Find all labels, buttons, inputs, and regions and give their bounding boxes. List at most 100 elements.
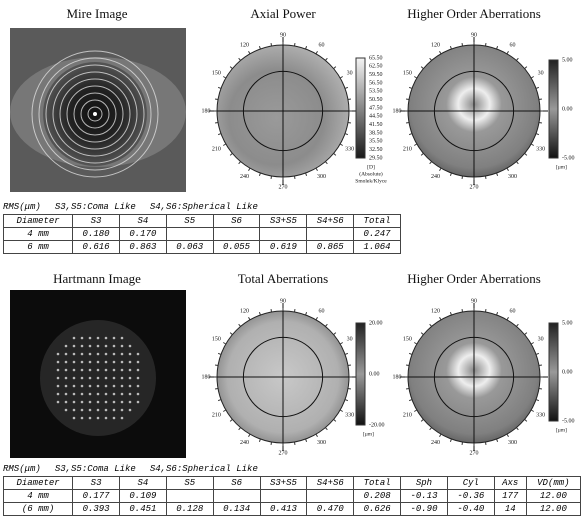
angle-tick bbox=[485, 43, 486, 46]
cell: 0.109 bbox=[120, 490, 167, 503]
angle-label: 150 bbox=[212, 70, 221, 76]
column-header: Diameter bbox=[4, 477, 73, 490]
angle-tick bbox=[259, 312, 260, 315]
angle-tick bbox=[345, 134, 348, 135]
cell: 0.134 bbox=[213, 503, 260, 516]
cell: 0.063 bbox=[166, 241, 213, 254]
cell: 0.619 bbox=[260, 241, 307, 254]
column-header: S4 bbox=[120, 477, 167, 490]
angle-tick bbox=[249, 51, 251, 54]
angle-label: 270 bbox=[470, 184, 479, 190]
spot bbox=[57, 393, 60, 396]
angle-tick bbox=[306, 439, 307, 442]
angle-label: 60 bbox=[319, 309, 325, 315]
angle-tick bbox=[218, 400, 221, 401]
cell bbox=[213, 228, 260, 241]
cell bbox=[260, 490, 307, 503]
cell: -0.40 bbox=[447, 503, 494, 516]
spot bbox=[81, 409, 84, 412]
spot bbox=[57, 377, 60, 380]
angle-label: 300 bbox=[317, 174, 326, 180]
scale-label: 0.00 bbox=[369, 371, 380, 377]
cell: 0.208 bbox=[354, 490, 401, 503]
angle-tick bbox=[539, 388, 542, 389]
spot bbox=[89, 353, 92, 356]
angle-label: 300 bbox=[317, 440, 326, 446]
angle-tick bbox=[271, 176, 272, 179]
spot bbox=[65, 385, 68, 388]
angle-tick bbox=[485, 442, 486, 445]
caption-part: S3,S5:Coma Like bbox=[55, 202, 136, 212]
angle-label: 120 bbox=[431, 43, 440, 49]
angle-tick bbox=[271, 442, 272, 445]
cell: 1.064 bbox=[354, 241, 401, 254]
angle-tick bbox=[218, 87, 221, 88]
angle-tick bbox=[525, 419, 527, 421]
panel-title: Axial Power bbox=[250, 6, 316, 21]
scale-label: 5.00 bbox=[562, 320, 573, 326]
angle-tick bbox=[497, 439, 498, 442]
angle-tick bbox=[334, 419, 336, 421]
spot bbox=[89, 409, 92, 412]
angle-tick bbox=[230, 153, 232, 155]
angle-tick bbox=[325, 428, 327, 430]
cell bbox=[307, 490, 354, 503]
spot bbox=[121, 345, 124, 348]
spot bbox=[73, 337, 76, 340]
scale-unit: [μm] bbox=[556, 164, 567, 170]
angle-tick bbox=[249, 434, 251, 437]
cell: 0.177 bbox=[73, 490, 120, 503]
spot bbox=[89, 417, 92, 420]
angle-label: 330 bbox=[345, 412, 354, 418]
spot bbox=[97, 377, 100, 380]
column-header: S6 bbox=[213, 477, 260, 490]
angle-tick bbox=[539, 99, 542, 100]
angle-tick bbox=[516, 428, 518, 430]
angle-tick bbox=[485, 176, 486, 179]
caption-part: RMS(μm) bbox=[3, 464, 41, 474]
angle-tick bbox=[249, 168, 251, 171]
angle-tick bbox=[294, 43, 295, 46]
angle-label: 30 bbox=[347, 70, 353, 76]
angle-tick bbox=[497, 46, 498, 49]
spot bbox=[65, 377, 68, 380]
scale-unit: [D] bbox=[367, 164, 375, 170]
caption-part: S4,S6:Spherical Like bbox=[150, 464, 258, 474]
cell bbox=[213, 490, 260, 503]
angle-tick bbox=[485, 309, 486, 312]
spot bbox=[81, 417, 84, 420]
cell bbox=[307, 228, 354, 241]
angle-tick bbox=[497, 173, 498, 176]
angle-tick bbox=[516, 58, 518, 60]
angle-tick bbox=[334, 67, 336, 69]
spot bbox=[105, 353, 108, 356]
angle-label: 300 bbox=[508, 440, 517, 446]
spot bbox=[57, 361, 60, 364]
angle-label: 210 bbox=[212, 412, 221, 418]
column-header: Axs bbox=[494, 477, 526, 490]
spot bbox=[129, 353, 132, 356]
header-row: DiameterS3S4S5S6S3+S5S4+S6TotalSphCylAxs… bbox=[4, 477, 581, 490]
angle-tick bbox=[316, 168, 318, 171]
scale-label: 0.00 bbox=[562, 369, 573, 375]
spot bbox=[113, 361, 116, 364]
angle-tick bbox=[259, 173, 260, 176]
column-header: Diameter bbox=[4, 215, 73, 228]
spot bbox=[113, 345, 116, 348]
angle-tick bbox=[440, 51, 442, 54]
angle-label: 330 bbox=[536, 146, 545, 152]
angle-tick bbox=[218, 353, 221, 354]
angle-tick bbox=[516, 162, 518, 164]
mire-center bbox=[93, 112, 97, 116]
angle-label: 270 bbox=[279, 450, 288, 456]
spot bbox=[121, 369, 124, 372]
angle-tick bbox=[440, 434, 442, 437]
angle-label: 150 bbox=[403, 70, 412, 76]
angle-label: 240 bbox=[240, 174, 249, 180]
cell: 0.180 bbox=[73, 228, 120, 241]
angle-tick bbox=[531, 77, 534, 79]
spot bbox=[113, 369, 116, 372]
spot bbox=[73, 353, 76, 356]
graphics: Mire Image Axial Power Higher Order Aber… bbox=[0, 0, 584, 523]
